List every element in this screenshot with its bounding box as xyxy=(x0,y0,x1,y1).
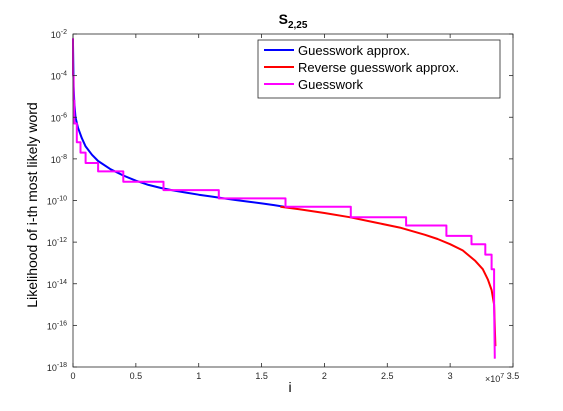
legend: Guesswork approx. Reverse guesswork appro… xyxy=(257,39,501,99)
legend-label-2: Guesswork xyxy=(298,77,364,92)
chart-title: S2,25 xyxy=(279,11,308,31)
y-tick-label: 10-14 xyxy=(47,279,67,290)
series-line-2 xyxy=(72,38,496,359)
y-tick-label-base: 10 xyxy=(47,321,57,331)
y-tick-label-base: 10 xyxy=(47,280,57,290)
y-tick-label: 10-8 xyxy=(51,154,67,165)
y-tick-label-exponent: -10 xyxy=(57,196,67,203)
legend-label-1: Reverse guesswork approx. xyxy=(298,60,459,75)
chart-title-subscript: 2,25 xyxy=(288,20,308,31)
x-tick-label: 2 xyxy=(322,371,327,381)
x-tick-label: 2.5 xyxy=(381,371,394,381)
y-tick-label: 10-12 xyxy=(47,237,67,248)
plot-frame xyxy=(72,33,514,368)
y-tick-label-base: 10 xyxy=(51,30,61,40)
x-tick-label: 1 xyxy=(196,371,201,381)
y-tick-label-exponent: -6 xyxy=(61,112,67,119)
series-line-1 xyxy=(280,205,497,347)
y-tick-label-exponent: -4 xyxy=(61,71,67,78)
x-axis-exponent-base: ×10 xyxy=(485,374,500,384)
x-tick-label: 3.5 xyxy=(507,371,520,381)
y-tick-label-exponent: -12 xyxy=(57,237,67,244)
x-tick-label: 1.5 xyxy=(255,371,268,381)
chart-title-main: S xyxy=(279,11,288,27)
x-tick-label: 0 xyxy=(70,371,75,381)
y-tick-label-exponent: -8 xyxy=(61,154,67,161)
series-layer xyxy=(72,38,497,359)
x-tick-label: 3 xyxy=(448,371,453,381)
x-axis-exponent: ×107 xyxy=(485,373,504,384)
y-tick-label-exponent: -2 xyxy=(61,29,67,36)
y-tick-label-base: 10 xyxy=(51,113,61,123)
y-tick-label: 10-16 xyxy=(47,320,67,331)
x-axis-label: i xyxy=(288,379,291,395)
y-tick-label-exponent: -16 xyxy=(57,320,67,327)
y-tick-label: 10-6 xyxy=(51,112,67,123)
y-tick-label-base: 10 xyxy=(51,72,61,82)
legend-label-0: Guesswork approx. xyxy=(298,43,410,58)
y-tick-label: 10-2 xyxy=(51,29,67,40)
y-tick-label-exponent: -18 xyxy=(57,362,67,369)
y-tick-label-base: 10 xyxy=(51,155,61,165)
y-tick-label-base: 10 xyxy=(47,238,57,248)
x-axis-exponent-power: 7 xyxy=(500,373,504,380)
y-tick-label: 10-10 xyxy=(47,196,67,207)
legend-box xyxy=(257,39,501,99)
y-axis-label: Likelihood of i-th most likely word xyxy=(24,102,40,307)
y-tick-label: 10-4 xyxy=(51,71,67,82)
y-tick-label-base: 10 xyxy=(47,197,57,207)
y-tick-label-exponent: -14 xyxy=(57,279,67,286)
x-tick-label: 0.5 xyxy=(130,371,143,381)
y-tick-label: 10-18 xyxy=(47,362,67,373)
y-tick-label-base: 10 xyxy=(47,363,57,373)
